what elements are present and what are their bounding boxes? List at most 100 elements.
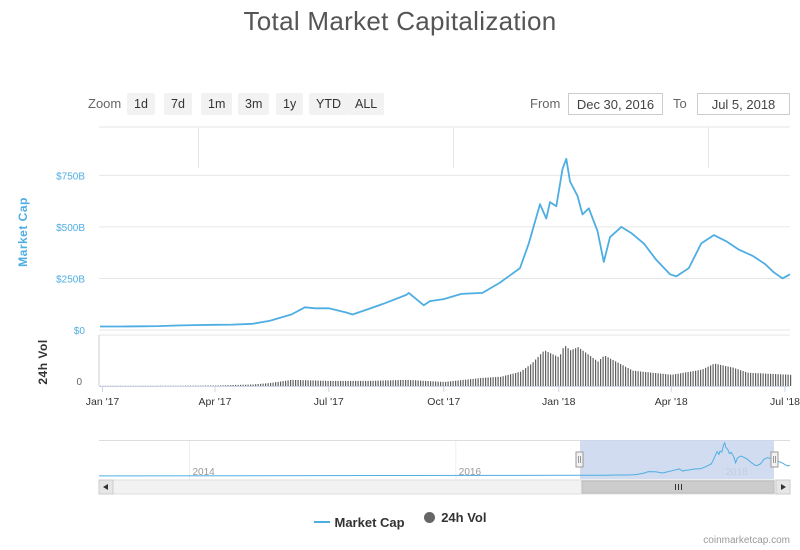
- scrollbar[interactable]: [98, 479, 791, 495]
- volume-bar: [612, 360, 614, 386]
- volume-bar: [400, 380, 402, 386]
- volume-bar: [472, 378, 474, 386]
- y-axis-title-volume: 24h Vol: [36, 339, 50, 384]
- volume-bar: [480, 378, 482, 386]
- volume-bar: [432, 381, 434, 386]
- volume-bar: [252, 384, 254, 386]
- volume-bar: [337, 380, 339, 386]
- volume-bar: [605, 356, 607, 386]
- volume-bar: [580, 348, 582, 386]
- volume-bar: [522, 369, 524, 386]
- zoom-3m-button[interactable]: 3m: [238, 93, 270, 115]
- volume-bar: [512, 373, 514, 386]
- y-tick-label-market-cap: $250B: [56, 274, 85, 285]
- volume-bar: [207, 385, 209, 386]
- volume-bar: [652, 372, 654, 386]
- volume-bar: [622, 365, 624, 386]
- volume-bar: [695, 370, 697, 386]
- volume-bar: [760, 373, 762, 386]
- volume-bar: [745, 371, 747, 386]
- volume-bar: [495, 377, 497, 386]
- volume-bar: [567, 348, 569, 386]
- volume-bar: [597, 361, 599, 386]
- zoom-1y-button[interactable]: 1y: [276, 93, 304, 115]
- navigator-handle-right[interactable]: [770, 451, 779, 468]
- volume-bar: [540, 354, 542, 386]
- volume-bar: [657, 373, 659, 386]
- volume-bar: [515, 373, 517, 386]
- volume-bar: [767, 373, 769, 386]
- volume-bar: [710, 365, 712, 386]
- volume-bar: [610, 358, 612, 386]
- volume-bar: [232, 385, 234, 386]
- line-swatch-icon: [313, 521, 330, 523]
- x-tick-label: Jan '18: [542, 396, 576, 408]
- volume-bar: [317, 380, 319, 386]
- volume-bar: [535, 359, 537, 386]
- volume-bar: [435, 381, 437, 386]
- volume-bar: [570, 350, 572, 386]
- volume-bar: [355, 380, 357, 386]
- volume-bar: [322, 380, 324, 386]
- volume-bar: [762, 373, 764, 386]
- volume-bar: [777, 374, 779, 386]
- volume-bar: [280, 381, 282, 386]
- volume-bar: [702, 369, 704, 386]
- axis-labels: $0 $250B $500B $750B 0 Jan '17 Apr '17 Jul '17 O…: [56, 171, 800, 408]
- y-tick-label-market-cap: $0: [74, 326, 86, 337]
- navigator-tick-label: 2016: [459, 467, 482, 478]
- volume-bar: [292, 379, 294, 386]
- x-tick-label: Jul '17: [314, 396, 344, 408]
- volume-bar: [272, 382, 274, 386]
- zoom-all-button[interactable]: ALL: [348, 93, 385, 115]
- zoom-7d-button[interactable]: 7d: [164, 93, 192, 115]
- volume-bar: [477, 378, 479, 386]
- volume-bar: [600, 359, 602, 386]
- legend-item-market-cap[interactable]: Market Cap: [313, 515, 405, 530]
- volume-bar: [572, 349, 574, 386]
- volume-bar: [330, 380, 332, 386]
- volume-bar: [590, 356, 592, 386]
- zoom-ytd-button[interactable]: YTD: [309, 93, 348, 115]
- volume-bar: [525, 368, 527, 386]
- volume-bar: [375, 380, 377, 386]
- navigator-selected-range[interactable]: [580, 440, 774, 479]
- volume-bar: [537, 356, 539, 386]
- legend-item-volume[interactable]: 24h Vol: [424, 510, 486, 525]
- volume-bar: [467, 379, 469, 386]
- volume-bar: [677, 373, 679, 386]
- volume-bar: [300, 380, 302, 386]
- volume-bar: [635, 370, 637, 386]
- volume-bar: [392, 380, 394, 386]
- volume-bar: [647, 372, 649, 386]
- volume-bar: [492, 377, 494, 386]
- volume-bar: [225, 385, 227, 386]
- x-tick-label: Jan '17: [86, 396, 120, 408]
- volume-bar: [227, 385, 229, 386]
- x-tick-label: Oct '17: [427, 396, 460, 408]
- volume-bar: [312, 380, 314, 386]
- volume-bar: [465, 379, 467, 386]
- volume-bar: [387, 380, 389, 386]
- volume-bar: [320, 380, 322, 386]
- navigator[interactable]: 201420162018: [98, 440, 791, 479]
- navigator-handle-left[interactable]: [575, 451, 584, 468]
- volume-bar: [342, 380, 344, 386]
- volume-bar: [500, 376, 502, 386]
- credits-link[interactable]: coinmarketcap.com: [703, 535, 790, 546]
- volume-bar: [645, 372, 647, 386]
- zoom-1d-button[interactable]: 1d: [127, 93, 155, 115]
- volume-bar: [542, 351, 544, 386]
- volume-bar: [235, 384, 237, 386]
- volume-bar: [587, 354, 589, 386]
- volume-bar: [672, 374, 674, 386]
- range-to-input[interactable]: Jul 5, 2018: [697, 93, 790, 115]
- volume-bar: [482, 377, 484, 386]
- zoom-1m-button[interactable]: 1m: [201, 93, 233, 115]
- range-from-input[interactable]: Dec 30, 2016: [568, 93, 663, 115]
- volume-bar: [412, 380, 414, 386]
- volume-bar: [640, 371, 642, 386]
- volume-bar: [747, 372, 749, 386]
- volume-bar: [765, 373, 767, 386]
